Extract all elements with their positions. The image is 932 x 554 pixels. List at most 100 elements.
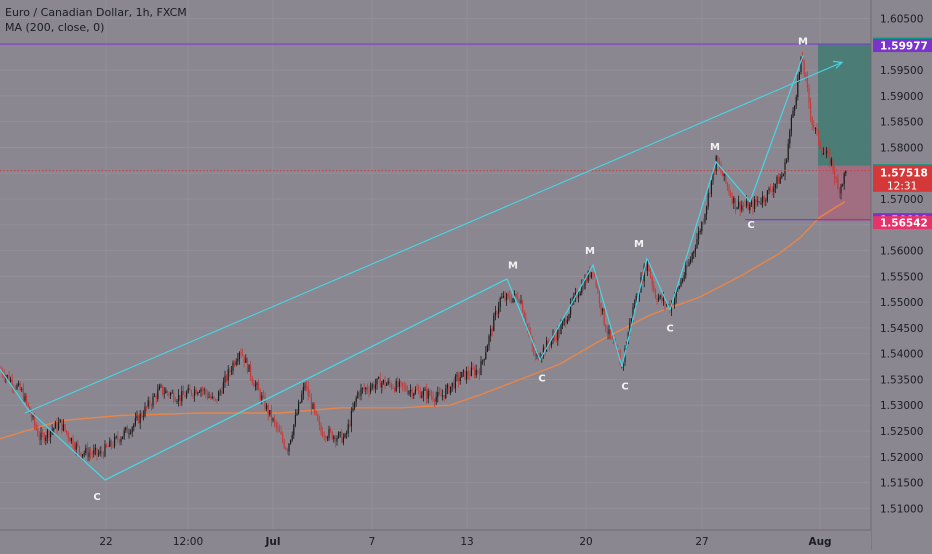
candle [136, 415, 138, 419]
candle [130, 432, 132, 434]
candle [350, 411, 352, 427]
candle [277, 427, 279, 429]
candle [229, 369, 231, 372]
candle [158, 386, 160, 390]
candle [594, 273, 596, 276]
candle [486, 345, 488, 352]
candle [776, 176, 778, 184]
candle [157, 389, 159, 399]
candle [605, 325, 607, 332]
candle [822, 153, 824, 155]
candle [192, 394, 194, 396]
candle [146, 406, 148, 408]
candle [414, 389, 416, 394]
candle [64, 424, 66, 431]
candle [181, 391, 183, 402]
candle [749, 204, 751, 210]
candle [430, 395, 432, 397]
candle [475, 370, 477, 376]
candle [677, 287, 679, 290]
candle [424, 389, 426, 391]
candle [810, 102, 812, 117]
candle [166, 390, 168, 393]
price-tick-label: 1.57000 [880, 194, 923, 206]
candle [691, 253, 693, 260]
candle [608, 329, 610, 334]
candle [80, 452, 82, 457]
candle [634, 305, 636, 307]
candle [168, 393, 170, 396]
candle [818, 130, 820, 144]
candle [280, 432, 282, 434]
candle [242, 353, 244, 356]
candle [333, 436, 335, 439]
candle [13, 387, 15, 388]
candle [779, 177, 781, 184]
candle [530, 333, 532, 337]
time-axis[interactable]: 22 12:00 Jul 7 13 20 27 Aug [0, 529, 871, 550]
candle [754, 199, 756, 209]
candle [150, 405, 152, 407]
candle [454, 376, 456, 389]
candle [694, 248, 696, 252]
candle [304, 386, 306, 388]
label-m: M [634, 239, 644, 250]
candle [579, 292, 581, 296]
candle [466, 371, 468, 380]
candle [771, 190, 773, 192]
chart-legend: Euro / Canadian Dollar, 1h, FXCM MA (200… [5, 5, 187, 35]
candle [218, 392, 220, 401]
candle [808, 87, 810, 103]
price-tick-label: 1.53500 [880, 374, 923, 386]
price-tick-label: 1.51000 [880, 503, 923, 515]
candle [824, 153, 826, 154]
candle [186, 392, 188, 398]
price-axis-bg [871, 0, 932, 550]
candle [672, 303, 674, 305]
candle [803, 61, 805, 74]
candle [226, 375, 228, 381]
candle [286, 449, 288, 452]
candle [162, 385, 164, 394]
pattern-labels-layer: C M C M C M C M C M [93, 36, 808, 502]
candle [643, 265, 645, 282]
candle [46, 430, 48, 438]
candle [512, 298, 514, 303]
candle [328, 429, 330, 438]
candle [403, 385, 405, 387]
candle [563, 318, 565, 322]
candle [384, 380, 386, 386]
candle [318, 420, 320, 426]
candle [782, 174, 784, 176]
candle [120, 438, 122, 443]
zigzag-line [0, 55, 804, 481]
candle [702, 222, 704, 224]
candle [595, 276, 597, 287]
candle [6, 375, 8, 377]
time-tick-label: 27 [695, 536, 708, 548]
price-axis[interactable]: 1.605001.600001.595001.590001.585001.580… [870, 0, 932, 550]
candle [450, 386, 452, 394]
candle [568, 314, 570, 320]
candles-layer [0, 52, 847, 462]
candle [768, 188, 770, 191]
candle [174, 400, 176, 402]
candle [755, 199, 757, 203]
candle [322, 431, 324, 437]
candle [382, 380, 384, 383]
candle [56, 422, 58, 430]
candle [202, 389, 204, 391]
candle [509, 295, 511, 300]
candle [182, 391, 184, 395]
candle [829, 152, 831, 165]
candle [314, 403, 316, 412]
candle [416, 389, 418, 391]
time-tick-label: 13 [460, 536, 473, 548]
candle [794, 105, 796, 111]
candle [440, 393, 442, 397]
candle [502, 296, 504, 298]
ma-200-line [0, 201, 846, 440]
candle [837, 179, 839, 189]
